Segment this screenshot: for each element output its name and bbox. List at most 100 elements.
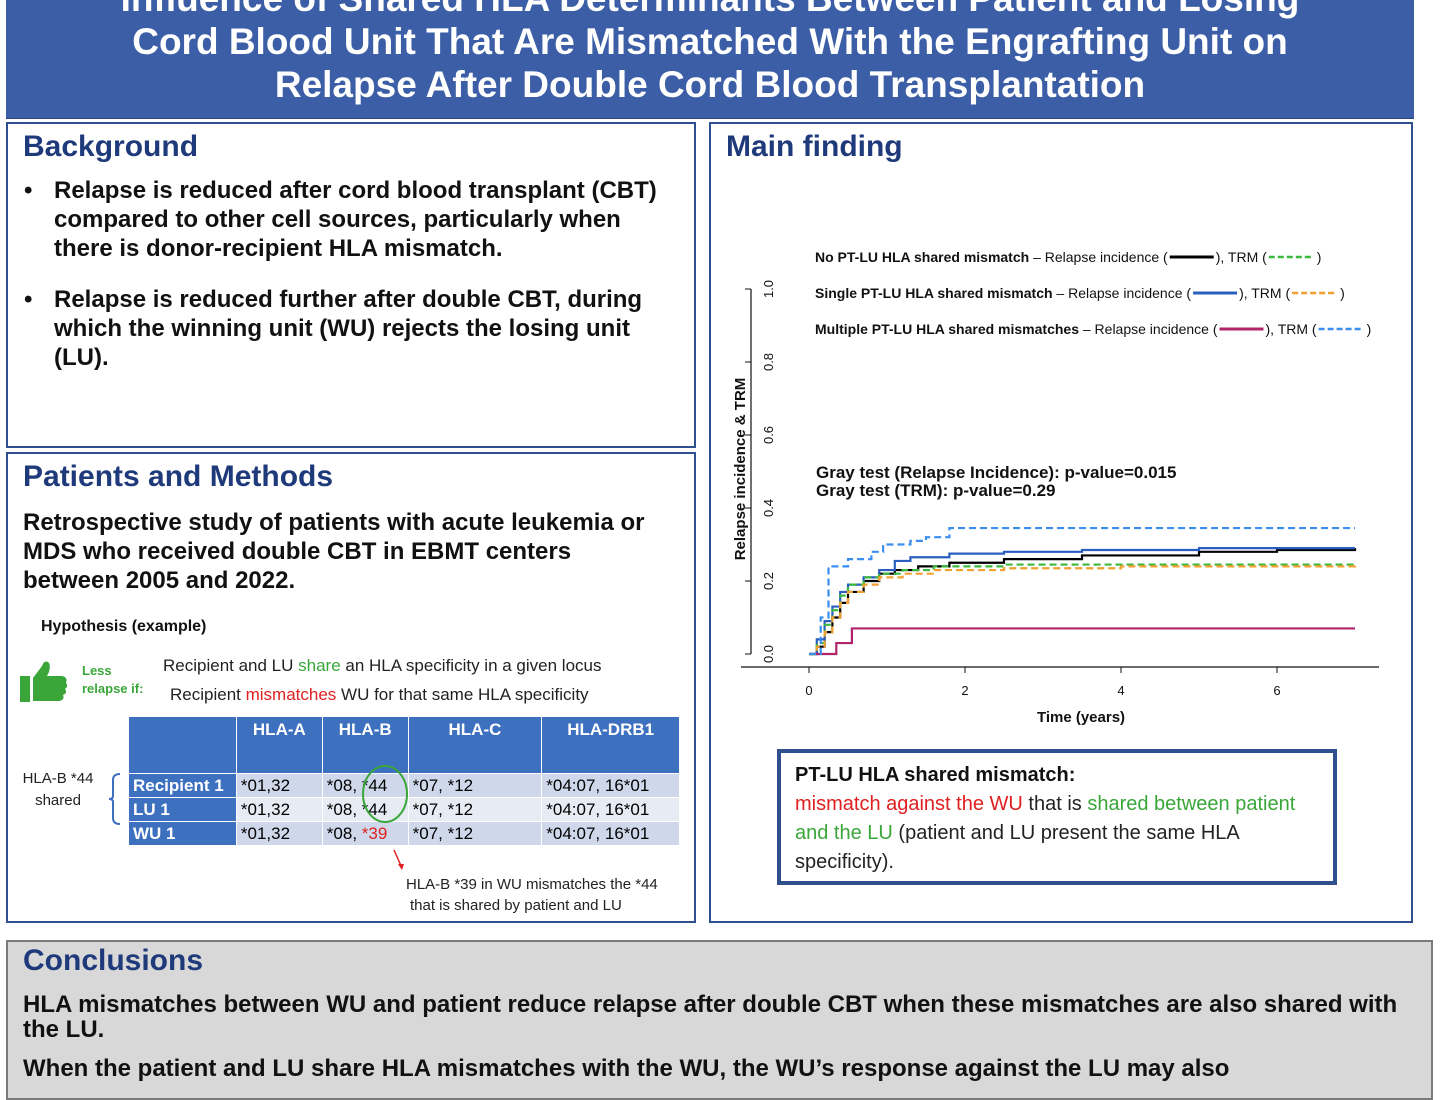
cumulative-incidence-chart: 0.0 0.2 0.4 0.6 0.8 1.0 0 2 4 6 Time (years) Relaps… xyxy=(732,249,1379,726)
hla-header-empty xyxy=(128,716,237,774)
hla-table-header-row: HLA-A HLA-B HLA-C HLA-DRB1 xyxy=(128,716,680,774)
cell-hla-drb1: *04:07, 16*01 xyxy=(541,821,680,846)
legend-end: ) xyxy=(1340,285,1345,301)
row-label: WU 1 xyxy=(128,821,237,846)
definition-end: (patient and LU present the same HLA spe… xyxy=(795,822,1239,873)
methods-title: Patients and Methods xyxy=(23,460,334,493)
cell-hla-a: *01,32 xyxy=(235,797,323,822)
cell-hla-c: *07, *12 xyxy=(407,797,543,822)
hyp1-highlight: share xyxy=(298,656,341,675)
hla-header-a: HLA-A xyxy=(235,716,323,774)
title-line-3: Relapse After Double Cord Blood Transpla… xyxy=(274,64,1146,105)
poster-title: Influence of Shared HLA Determinants Bet… xyxy=(6,0,1414,106)
background-title: Background xyxy=(23,130,199,163)
legend-entry: Single PT-LU HLA shared mismatch – Relap… xyxy=(815,285,1191,301)
gray-test-annotation-2: Gray test (TRM): p-value=0.29 xyxy=(816,481,1056,500)
cell-hla-b-mismatch: *39 xyxy=(361,823,388,843)
x-tick-label: 4 xyxy=(1117,683,1124,698)
y-tick-label: 1.0 xyxy=(761,280,776,298)
series-line xyxy=(809,526,1355,656)
less-relapse-label: Less relapse if: xyxy=(82,663,144,696)
note-line-1: HLA-B *39 in WU mismatches the *44 xyxy=(406,876,658,893)
hyp2-pre: Recipient xyxy=(170,685,246,704)
cell-hla-b: *08, *39 xyxy=(321,821,409,846)
title-line-2: Cord Blood Unit That Are Mismatched With… xyxy=(132,21,1288,62)
definition-text: mismatch against the WU that is shared b… xyxy=(795,790,1319,877)
note-line-2: that is shared by patient and LU xyxy=(410,897,622,914)
cell-hla-b-first: *08, xyxy=(326,775,362,795)
legend-entry: No PT-LU HLA shared mismatch – Relapse i… xyxy=(815,249,1168,265)
legend-trm-label: ), TRM ( xyxy=(1266,321,1317,337)
conclusions-title: Conclusions xyxy=(23,944,204,977)
definition-box: PT-LU HLA shared mismatch: mismatch agai… xyxy=(777,749,1337,885)
legend-entry: Multiple PT-LU HLA shared mismatches – R… xyxy=(815,321,1218,337)
row-label: Recipient 1 xyxy=(128,773,237,798)
series-line xyxy=(809,564,1357,656)
header-banner: Influence of Shared HLA Determinants Bet… xyxy=(6,0,1414,119)
hla-header-c: HLA-C xyxy=(407,716,543,774)
y-tick-label: 0.0 xyxy=(761,645,776,663)
hyp1-post: an HLA specificity in a given locus xyxy=(340,656,602,675)
hypothesis-line-1: Recipient and LU share an HLA specificit… xyxy=(163,656,601,676)
conclusion-2: When the patient and LU share HLA mismat… xyxy=(23,1055,1230,1082)
y-tick-label: 0.8 xyxy=(761,353,776,371)
table-row: WU 1 *01,32 *08, *39 *07, *12 *04:07, 16… xyxy=(128,821,680,846)
cell-hla-b: *08, *44 xyxy=(321,797,409,822)
hla-header-b: HLA-B xyxy=(321,716,409,774)
x-axis-label: Time (years) xyxy=(1037,709,1125,726)
cell-hla-b-first: *08, xyxy=(326,799,362,819)
cell-hla-drb1: *04:07, 16*01 xyxy=(541,773,680,798)
hyp2-post: WU for that same HLA specificity xyxy=(336,685,589,704)
definition-title: PT-LU HLA shared mismatch: xyxy=(795,764,1076,786)
arrow-head-icon xyxy=(398,864,404,870)
title-line-1: Influence of Shared HLA Determinants Bet… xyxy=(121,0,1300,19)
definition-mid: that is xyxy=(1022,793,1088,815)
series-line xyxy=(809,627,1355,656)
cell-hla-b-first: *08, xyxy=(326,823,362,843)
gray-test-annotation-1: Gray test (Relapse Incidence): p-value=0… xyxy=(816,463,1176,482)
cell-hla-drb1: *04:07, 16*01 xyxy=(541,797,680,822)
methods-text: Retrospective study of patients with acu… xyxy=(23,509,645,594)
definition-red: mismatch against the WU xyxy=(795,793,1023,815)
legend-end: ) xyxy=(1367,321,1372,337)
hyp1-pre: Recipient and LU xyxy=(163,656,299,675)
thumbs-up-icon xyxy=(20,661,68,702)
cell-hla-a: *01,32 xyxy=(235,821,323,846)
x-tick-label: 6 xyxy=(1273,683,1280,698)
x-tick-label: 0 xyxy=(805,683,812,698)
y-tick-label: 0.2 xyxy=(761,572,776,590)
cell-hla-b: *08, *44 xyxy=(321,773,409,798)
background-panel: Background Relapse is reduced after cord… xyxy=(6,122,696,448)
series-line xyxy=(809,547,1355,656)
cell-hla-c: *07, *12 xyxy=(407,773,543,798)
background-bullet-2: Relapse is reduced further after double … xyxy=(22,285,664,372)
hyp2-highlight: mismatches xyxy=(245,685,337,704)
finding-title: Main finding xyxy=(726,130,903,163)
hla-b-shared-label: HLA-B *44 shared xyxy=(22,770,94,809)
legend-trm-label: ), TRM ( xyxy=(1216,249,1267,265)
y-axis-label: Relapse incidence & TRM xyxy=(732,378,749,561)
x-tick-label: 2 xyxy=(961,683,968,698)
row-label: LU 1 xyxy=(128,797,237,822)
hla-table: HLA-A HLA-B HLA-C HLA-DRB1 Recipient 1 *… xyxy=(128,716,680,846)
conclusions-panel: Conclusions HLA mismatches between WU an… xyxy=(6,940,1433,1100)
legend-end: ) xyxy=(1317,249,1322,265)
definition-green: shared between patient and the LU xyxy=(795,793,1296,844)
cell-hla-c: *07, *12 xyxy=(407,821,543,846)
methods-panel: Patients and Methods Retrospective study… xyxy=(6,452,696,923)
finding-panel: Main finding 0.0 0.2 0.4 0.6 0.8 1.0 0 2 4 6 Time … xyxy=(709,122,1413,923)
background-bullet-1: Relapse is reduced after cord blood tran… xyxy=(22,176,664,263)
cell-hla-b-second: *44 xyxy=(361,775,388,795)
conclusion-1: HLA mismatches between WU and patient re… xyxy=(23,991,1398,1043)
y-tick-label: 0.4 xyxy=(761,499,776,517)
bracket-icon xyxy=(108,773,121,825)
note-text: HLA-B *39 in WU mismatches the *44 that … xyxy=(406,874,658,916)
legend-trm-label: ), TRM ( xyxy=(1239,285,1290,301)
hla-header-drb1: HLA-DRB1 xyxy=(541,716,680,774)
hypothesis-line-2: Recipient mismatches WU for that same HL… xyxy=(170,685,589,705)
shared-highlight-ellipse xyxy=(362,765,408,870)
cell-hla-a: *01,32 xyxy=(235,773,323,798)
table-row: Recipient 1 *01,32 *08, *44 *07, *12 *04… xyxy=(128,773,680,798)
y-tick-label: 0.6 xyxy=(761,426,776,444)
hypothesis-label: Hypothesis (example) xyxy=(41,618,207,635)
